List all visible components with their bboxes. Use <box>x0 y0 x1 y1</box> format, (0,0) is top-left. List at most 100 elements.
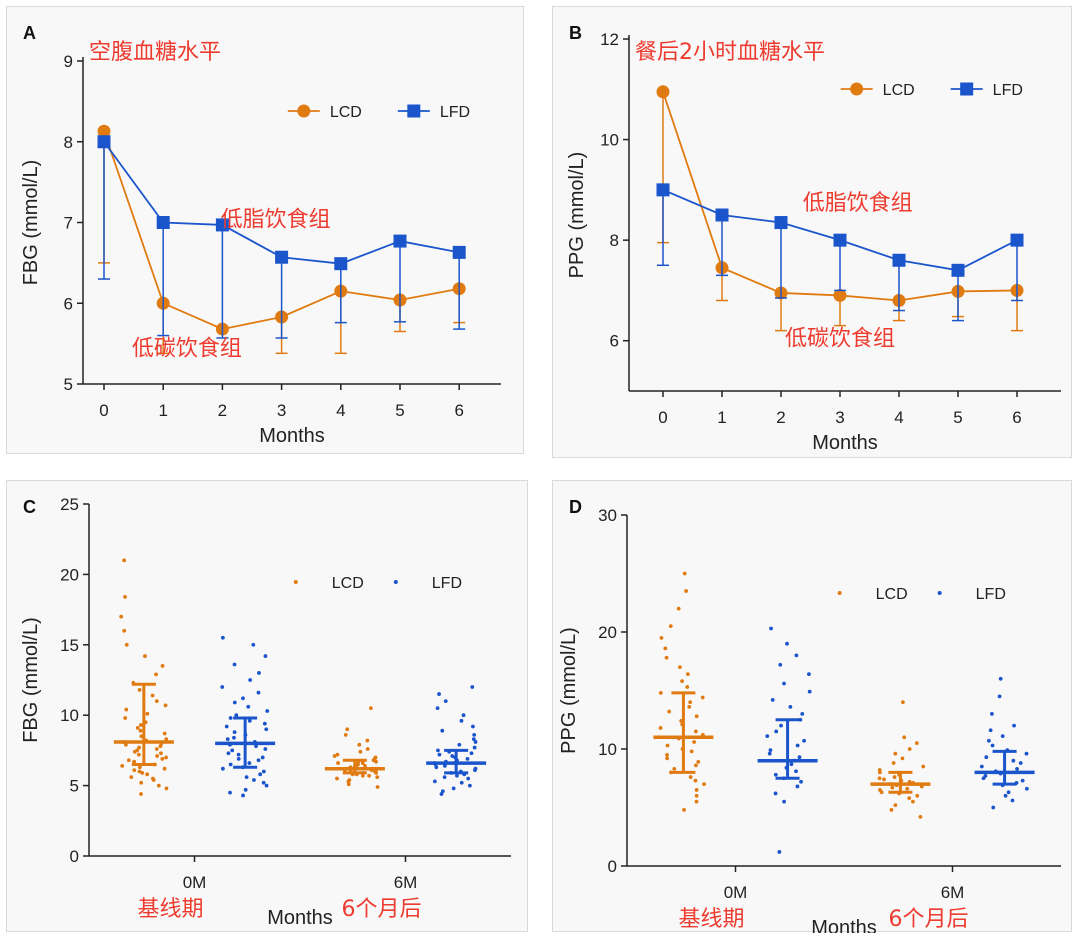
data-point-lfd <box>473 766 478 771</box>
legend-label: LCD <box>876 586 908 603</box>
data-point-lfd <box>1018 761 1023 765</box>
data-point-lcd <box>358 749 363 754</box>
data-point-lfd <box>459 718 464 723</box>
data-point-lfd <box>789 762 794 767</box>
data-point-lcd <box>672 766 677 771</box>
data-point-lfd <box>459 780 464 785</box>
data-point-lfd <box>236 752 241 757</box>
y-tick-label: 5 <box>70 777 79 796</box>
group-note: 基线期 <box>678 907 744 932</box>
data-point-lfd <box>990 712 994 716</box>
y-tick-label: 20 <box>60 565 79 584</box>
data-point-lfd <box>261 780 266 785</box>
x-tick-label: 4 <box>336 401 345 420</box>
data-point-lcd <box>119 614 124 619</box>
data-point-lfd <box>230 748 235 753</box>
data-point-lfd <box>656 183 670 197</box>
data-point-lfd <box>97 135 111 149</box>
data-point-lfd <box>262 721 267 726</box>
data-point-lcd <box>905 786 910 791</box>
data-point-lfd <box>773 791 778 796</box>
data-point-lfd <box>770 697 775 702</box>
data-point-lfd <box>1003 793 1008 798</box>
data-point-lcd <box>365 738 370 743</box>
x-tick-label: 6M <box>394 873 418 892</box>
data-point-lcd <box>347 778 352 782</box>
data-point-lfd <box>951 263 965 277</box>
data-point-lcd <box>688 700 693 705</box>
data-point-lfd <box>457 742 462 747</box>
y-axis-title: FBG (mmol/L) <box>20 160 42 286</box>
data-point-lfd <box>254 744 258 749</box>
data-point-lcd <box>877 768 882 772</box>
data-point-lcd <box>659 635 664 640</box>
data-point-lfd <box>795 784 800 789</box>
group-note: 6个月后 <box>889 907 969 932</box>
data-point-lfd <box>778 662 783 667</box>
data-point-lfd <box>432 779 437 784</box>
x-axis-title: Months <box>259 425 325 447</box>
data-point-lcd <box>357 742 362 747</box>
y-tick-label: 15 <box>60 636 79 655</box>
data-point-lcd <box>658 726 663 730</box>
data-point-lfd <box>236 756 241 761</box>
data-point-lcd <box>665 752 669 757</box>
data-point-lcd <box>902 735 907 740</box>
data-point-lfd <box>779 723 783 728</box>
data-point-lfd <box>782 681 786 686</box>
data-point-lcd <box>138 728 143 733</box>
data-point-lfd <box>833 233 847 247</box>
chart-title: 空腹血糖水平 <box>89 40 221 65</box>
x-tick-label: 4 <box>894 408 903 427</box>
data-point-lfd <box>1015 766 1019 771</box>
data-point-lfd <box>257 671 261 675</box>
panel-label: C <box>23 497 36 517</box>
data-point-lcd <box>368 706 373 711</box>
data-point-lcd <box>343 733 348 737</box>
data-point-lfd <box>156 216 170 229</box>
x-axis-title: Months <box>267 907 333 929</box>
data-point-lfd <box>256 690 261 695</box>
data-point-lcd <box>688 775 693 779</box>
y-tick-label: 30 <box>598 506 617 525</box>
chart-d: 0 10 20 30 0M 基线期 6M 6个月后 Months PPG (mmol/L) D LCD… <box>558 497 1061 933</box>
data-point-lcd <box>891 761 896 765</box>
data-point-lcd <box>139 780 144 785</box>
data-point-lfd <box>470 685 475 689</box>
data-point-lcd <box>123 716 128 720</box>
data-point-lfd <box>471 724 475 729</box>
data-point-lcd <box>138 723 143 727</box>
x-tick-label: 0 <box>99 401 108 420</box>
data-point-lcd <box>694 799 699 804</box>
data-point-lfd <box>437 692 441 696</box>
y-tick-label: 10 <box>60 706 79 725</box>
data-point-lcd <box>692 740 697 744</box>
data-point-lfd <box>991 805 996 810</box>
data-point-lfd <box>1000 734 1005 739</box>
data-point-lcd <box>137 745 141 750</box>
data-point-lcd <box>914 741 919 746</box>
data-point-lfd <box>800 712 805 716</box>
data-point-lfd <box>232 735 236 740</box>
data-point-lcd <box>145 711 150 716</box>
chart-panel-b: 6 8 10 12 0 1 2 3 4 5 6 Months PPG (mmol/L) B 餐后2小时血糖水… <box>552 6 1072 458</box>
data-point-lfd <box>788 704 793 709</box>
data-point-lfd <box>244 775 249 780</box>
data-point-lcd <box>702 782 706 786</box>
data-point-lfd <box>1006 790 1011 795</box>
data-point-lcd <box>129 775 134 780</box>
data-point-lfd <box>440 728 445 733</box>
data-point-lcd <box>143 654 147 658</box>
data-point-lcd <box>360 773 365 778</box>
x-tick-label: 3 <box>277 401 286 420</box>
data-point-lcd <box>163 703 168 708</box>
y-tick-label: 10 <box>600 131 619 150</box>
y-tick-label: 8 <box>64 133 73 152</box>
data-point-lfd <box>241 696 245 701</box>
data-point-lcd <box>97 124 111 138</box>
data-point-lcd <box>154 699 159 704</box>
data-point-lfd <box>998 676 1003 681</box>
data-point-lfd <box>334 257 348 271</box>
data-point-lfd <box>220 685 225 689</box>
